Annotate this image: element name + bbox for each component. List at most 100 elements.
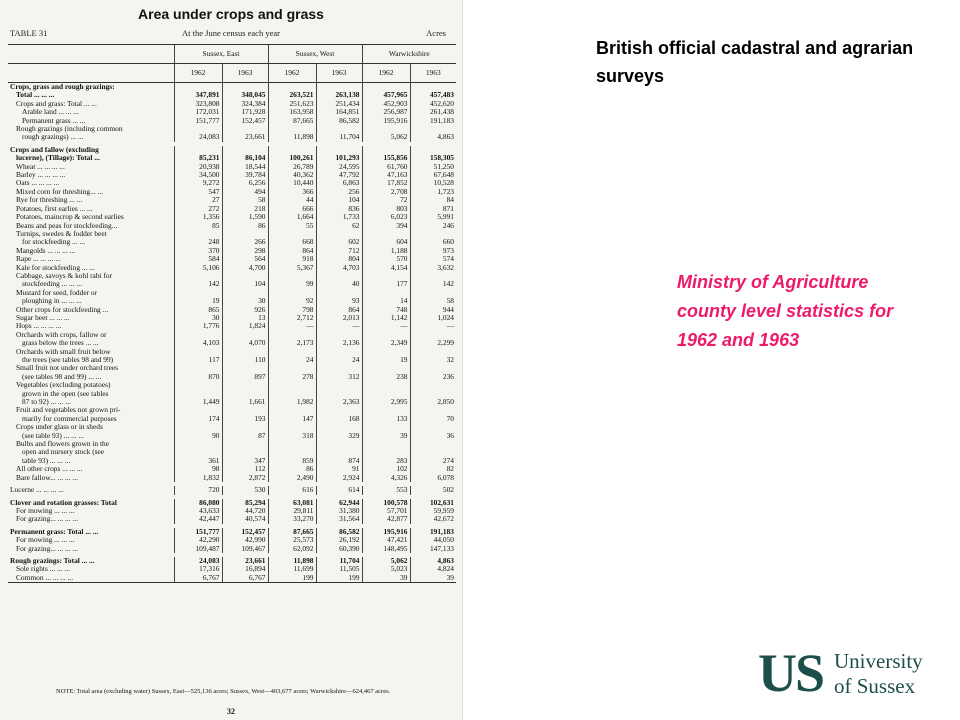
row-value: 42,672 bbox=[409, 515, 456, 524]
row-value: 19 bbox=[173, 297, 222, 306]
row-value bbox=[221, 330, 268, 340]
row-value: 86,582 bbox=[315, 116, 362, 126]
row-value bbox=[409, 288, 456, 298]
row-value: 274 bbox=[409, 456, 456, 466]
row-value: 864 bbox=[267, 246, 316, 256]
row-value: 27 bbox=[173, 196, 222, 205]
row-value: 199 bbox=[315, 573, 362, 584]
row-label: the trees (see tables 98 and 99) bbox=[22, 356, 114, 364]
row-value: 44,720 bbox=[221, 506, 268, 516]
row-value: 502 bbox=[409, 486, 456, 495]
row-value: 40,574 bbox=[221, 515, 268, 524]
row-label: Mixed corn for threshing... ... bbox=[16, 187, 104, 196]
row-value: 3,632 bbox=[409, 263, 456, 272]
row-value: 236 bbox=[409, 372, 456, 382]
row-value: 151,777 bbox=[173, 116, 222, 126]
row-value: 283 bbox=[361, 456, 410, 466]
row-label: (see tables 98 and 99) ... ... bbox=[22, 372, 102, 381]
row-value: 191,183 bbox=[409, 527, 456, 537]
row-value: 6,256 bbox=[221, 179, 268, 188]
row-value: 142 bbox=[409, 280, 456, 289]
row-value: 58 bbox=[221, 196, 268, 205]
row-value: 11,898 bbox=[267, 556, 316, 566]
row-value: 547 bbox=[173, 187, 222, 197]
table-row: Arable land ... ... ... 172,031 171,928 163… bbox=[8, 108, 456, 117]
table-row: Wheat ... ... ... ... 20,938 18,544 26,789 2… bbox=[8, 162, 456, 172]
row-value bbox=[361, 448, 410, 457]
row-value: 871 bbox=[409, 204, 456, 214]
row-value: 712 bbox=[315, 246, 362, 256]
row-value: 897 bbox=[221, 372, 268, 382]
row-value: 24 bbox=[315, 356, 362, 365]
table-row: lucerne), (Tillage): Total ... 85,231 86,1… bbox=[8, 154, 456, 163]
row-value bbox=[409, 82, 456, 92]
row-value: 5,023 bbox=[361, 565, 410, 574]
table-row: marily for commercial purposes 174 193 147 1… bbox=[8, 414, 456, 424]
row-value: 918 bbox=[267, 255, 316, 264]
row-value: 24 bbox=[267, 356, 316, 365]
table-row: Hops ... ... ... ... 1,776 1,824— — — — bbox=[8, 322, 456, 331]
table-row: (see table 93) ... ... ... 90 87 318 329 39 36 bbox=[8, 431, 456, 441]
row-value: 4,070 bbox=[221, 339, 268, 348]
row-value: 2,850 bbox=[409, 398, 456, 407]
row-value bbox=[221, 125, 268, 134]
row-value: 1,356 bbox=[173, 213, 222, 222]
row-value: 2,136 bbox=[315, 339, 362, 348]
row-value: 62 bbox=[315, 221, 362, 230]
row-value bbox=[315, 381, 362, 390]
row-value: 720 bbox=[173, 486, 222, 495]
table-row: Permanent grass: Total ... ... 151,777 152… bbox=[8, 527, 456, 537]
row-value: 4,103 bbox=[173, 339, 222, 348]
row-value: 864 bbox=[315, 305, 362, 314]
row-value: 836 bbox=[315, 204, 362, 214]
row-value: 61,760 bbox=[361, 162, 410, 172]
table-row: Rough grazings: Total ... ... 24,083 23,66… bbox=[8, 556, 456, 566]
row-value: 87 bbox=[221, 431, 268, 441]
table-row: Crops and fallow (excluding bbox=[8, 145, 456, 155]
row-value: 865 bbox=[173, 305, 222, 314]
row-value: 102 bbox=[361, 465, 410, 474]
table-row: Beans and peas for stockfeeding... 85 86 55… bbox=[8, 221, 456, 230]
row-value: 1,723 bbox=[409, 187, 456, 197]
row-value: 261,438 bbox=[409, 108, 456, 117]
row-value bbox=[409, 381, 456, 390]
row-value: 584 bbox=[173, 255, 222, 264]
row-value: 30 bbox=[221, 297, 268, 306]
row-value: 6,078 bbox=[409, 473, 456, 483]
row-value bbox=[221, 82, 268, 92]
row-label: Crops and grass: Total ... ... bbox=[16, 99, 97, 108]
row-value: 82 bbox=[409, 465, 456, 474]
table-row: Crops under glass or in sheds bbox=[8, 423, 456, 432]
row-value: 6,767 bbox=[173, 573, 222, 584]
table-row: Potatoes, maincrop & second earlies 1,356… bbox=[8, 213, 456, 222]
row-value: 25,573 bbox=[267, 536, 316, 545]
row-value: 859 bbox=[267, 456, 316, 466]
row-value: 574 bbox=[409, 255, 456, 264]
table-row: For grazing... ... ... ... 42,447 40,574 33… bbox=[8, 515, 456, 524]
row-value bbox=[221, 381, 268, 390]
row-value bbox=[173, 381, 222, 390]
row-value: 4,703 bbox=[315, 263, 362, 272]
row-value: 870 bbox=[173, 372, 222, 382]
table-row: Crops and grass: Total ... ... 323,808 324… bbox=[8, 99, 456, 109]
slide-heading: British official cadastral and agrarian … bbox=[596, 38, 914, 86]
row-value: 266 bbox=[221, 238, 268, 247]
row-value bbox=[409, 330, 456, 340]
row-value: 26,192 bbox=[315, 536, 362, 545]
row-value bbox=[221, 145, 268, 155]
table-row: Sole rights ... ... ... 17,316 16,894 11,69… bbox=[8, 565, 456, 574]
row-value bbox=[221, 288, 268, 298]
row-value: 602 bbox=[315, 238, 362, 247]
row-value: 20,938 bbox=[173, 162, 222, 172]
table-row: Rough grazings (including common bbox=[8, 125, 456, 134]
row-value bbox=[173, 423, 222, 432]
row-value: 24,083 bbox=[173, 556, 222, 566]
row-value: 973 bbox=[409, 246, 456, 256]
row-value bbox=[361, 406, 410, 415]
row-value: 494 bbox=[221, 187, 268, 197]
row-value: 748 bbox=[361, 305, 410, 314]
row-label: Mustard for seed, fodder or bbox=[16, 288, 98, 297]
row-value bbox=[409, 448, 456, 457]
row-value: 147 bbox=[267, 414, 316, 424]
table-row: Bulbs and flowers grown in the bbox=[8, 440, 456, 449]
